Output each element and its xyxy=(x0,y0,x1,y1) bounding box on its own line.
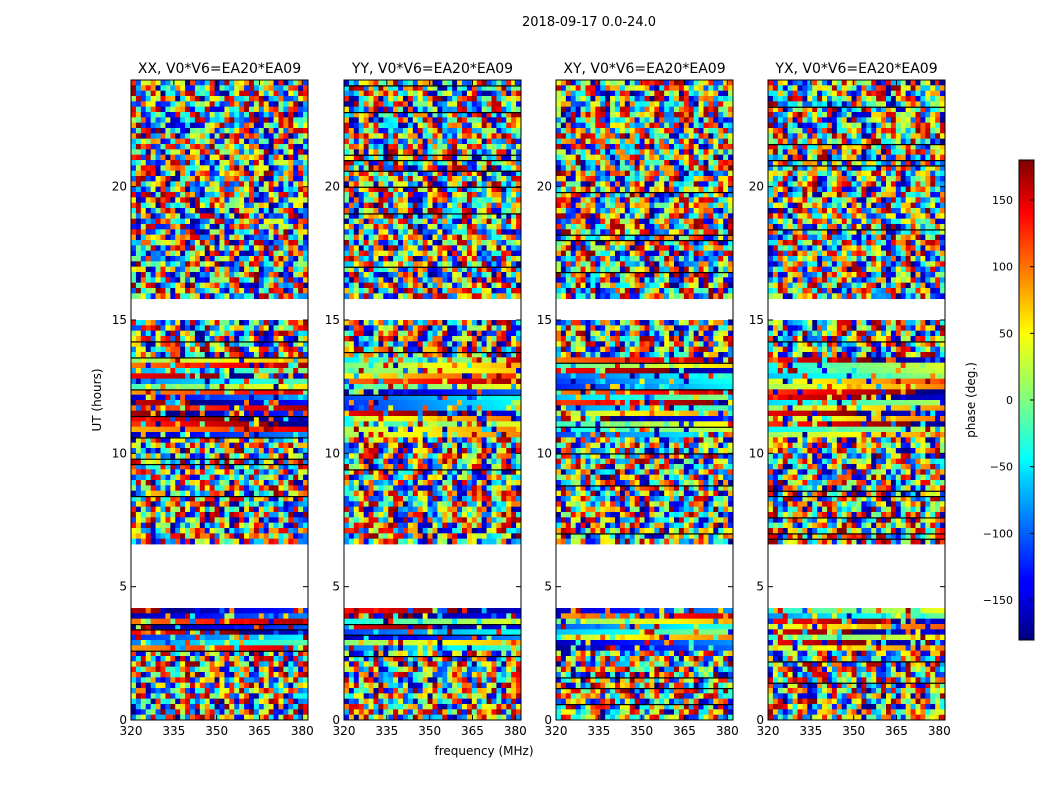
figure-suptitle: 2018-09-17 0.0-24.0 xyxy=(522,15,656,30)
x-tick-label: 320 xyxy=(333,724,356,738)
colorbar-tick-label: 150 xyxy=(992,194,1013,207)
panel-3: XY, V0*V6=EA20*EA09 320 335 350 365 380 0 5 10 15… xyxy=(537,61,739,738)
y-tick-label: 10 xyxy=(325,446,340,460)
panel-frame xyxy=(555,79,734,721)
panel-frame xyxy=(343,79,522,721)
x-tick-label: 365 xyxy=(885,724,908,738)
panel-title: XY, V0*V6=EA20*EA09 xyxy=(563,61,725,77)
y-tick-label: 15 xyxy=(749,313,764,327)
y-tick-label: 5 xyxy=(119,580,127,594)
x-tick-label: 350 xyxy=(630,724,653,738)
y-tick-label: 0 xyxy=(544,713,552,727)
panel-title: XX, V0*V6=EA20*EA09 xyxy=(138,61,301,77)
panel-1: XX, V0*V6=EA20*EA09 320 335 350 365 380 0 5 10 15… xyxy=(112,61,314,738)
phase-heatmap xyxy=(344,80,521,720)
x-tick-label: 350 xyxy=(842,724,865,738)
colorbar-label: phase (deg.) xyxy=(964,362,978,438)
panel-2: YY, V0*V6=EA20*EA09 320 335 350 365 380 0 5 10 15… xyxy=(325,61,527,738)
phase-heatmap xyxy=(556,80,733,720)
phase-heatmap xyxy=(768,80,945,720)
x-tick-label: 380 xyxy=(291,724,314,738)
panel-frame xyxy=(767,79,946,721)
y-tick-label: 5 xyxy=(332,580,340,594)
x-tick-label: 365 xyxy=(673,724,696,738)
colorbar-tick-label: 50 xyxy=(999,327,1013,340)
x-tick-label: 335 xyxy=(587,724,610,738)
colorbar-tick-label: −50 xyxy=(990,461,1013,474)
y-axis-label: UT (hours) xyxy=(90,368,104,431)
colorbar-tick-label: −100 xyxy=(983,527,1013,540)
y-tick-label: 10 xyxy=(749,446,764,460)
y-tick-label: 15 xyxy=(112,313,127,327)
y-tick-label: 20 xyxy=(749,180,764,194)
y-tick-label: 10 xyxy=(537,446,552,460)
x-tick-label: 350 xyxy=(418,724,441,738)
x-tick-label: 380 xyxy=(504,724,527,738)
x-axis-label: frequency (MHz) xyxy=(434,744,533,758)
x-tick-label: 320 xyxy=(545,724,568,738)
x-tick-label: 320 xyxy=(120,724,143,738)
colorbar-tick-label: 100 xyxy=(992,261,1013,274)
x-tick-label: 335 xyxy=(799,724,822,738)
x-tick-label: 350 xyxy=(205,724,228,738)
y-tick-label: 0 xyxy=(756,713,764,727)
panel-title: YY, V0*V6=EA20*EA09 xyxy=(351,61,513,77)
y-tick-label: 20 xyxy=(325,180,340,194)
y-tick-label: 10 xyxy=(112,446,127,460)
panel-title: YX, V0*V6=EA20*EA09 xyxy=(774,61,937,77)
colorbar-tick-label: 0 xyxy=(1006,394,1013,407)
y-tick-label: 20 xyxy=(537,180,552,194)
colorbar-tick-label: −150 xyxy=(983,594,1013,607)
panel-frame xyxy=(130,79,309,721)
x-tick-label: 320 xyxy=(757,724,780,738)
colorbar: 150 100 50 0 −50 −100 −150 phase (deg.) xyxy=(964,159,1035,641)
y-tick-label: 15 xyxy=(325,313,340,327)
panel-4: YX, V0*V6=EA20*EA09 320 335 350 365 380 0 5 10 15… xyxy=(749,61,951,738)
phase-heatmap xyxy=(131,80,308,720)
x-tick-label: 380 xyxy=(716,724,739,738)
y-tick-label: 20 xyxy=(112,180,127,194)
x-tick-label: 335 xyxy=(375,724,398,738)
x-tick-label: 365 xyxy=(248,724,271,738)
x-tick-label: 380 xyxy=(928,724,951,738)
x-tick-label: 365 xyxy=(461,724,484,738)
y-tick-label: 5 xyxy=(544,580,552,594)
y-tick-label: 5 xyxy=(756,580,764,594)
y-tick-label: 15 xyxy=(537,313,552,327)
x-tick-label: 335 xyxy=(162,724,185,738)
y-tick-label: 0 xyxy=(332,713,340,727)
y-tick-label: 0 xyxy=(119,713,127,727)
